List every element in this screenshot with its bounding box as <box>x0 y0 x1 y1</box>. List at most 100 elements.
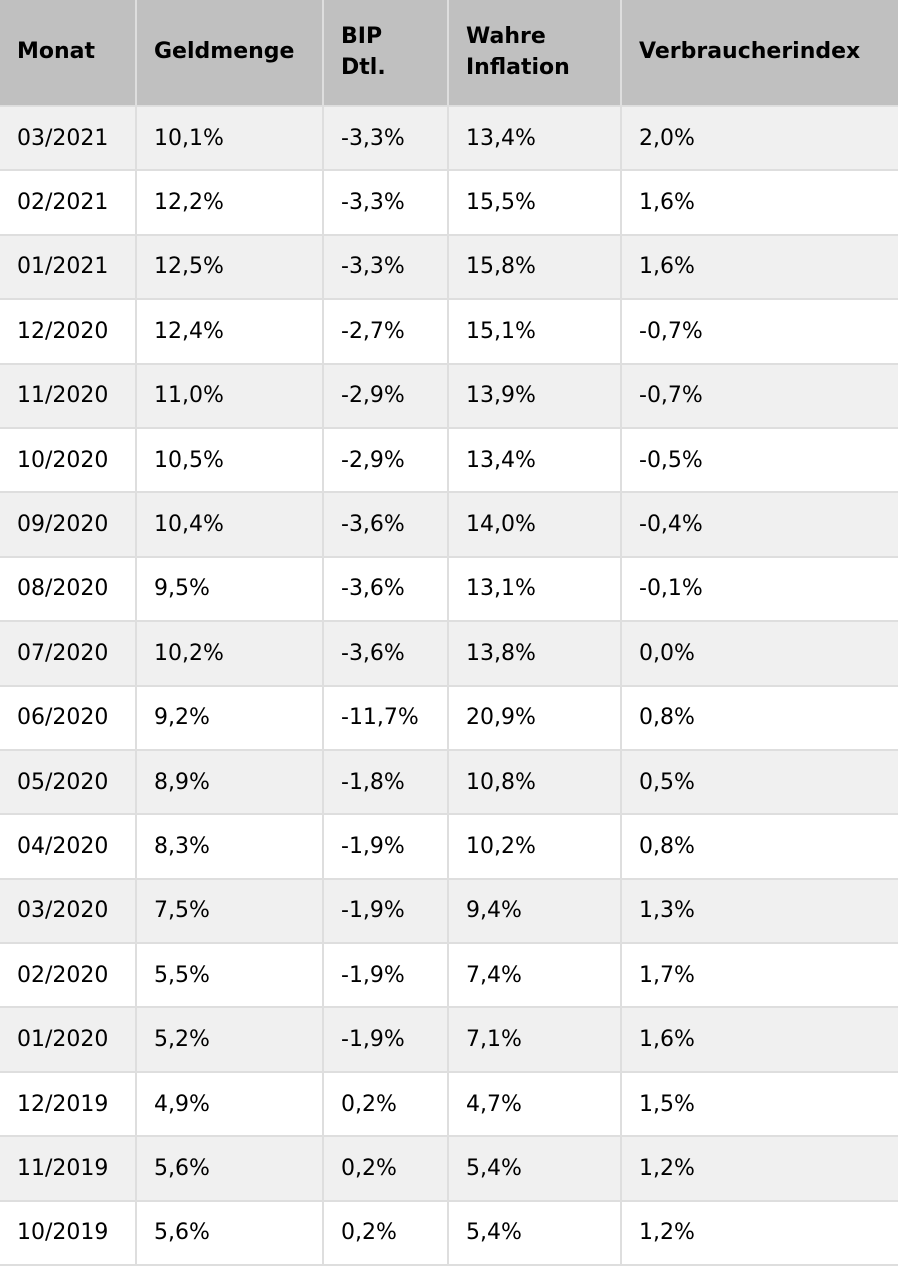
cell-bip-dtl: 0,2% <box>324 1072 449 1138</box>
table-row: 05/2020 8,9% -1,8% 10,8% 0,5% <box>0 750 898 816</box>
cell-verbraucherindex: 0,0% <box>622 622 898 687</box>
cell-geldmenge: 12,4% <box>137 300 324 365</box>
table-row: 11/2019 5,6% 0,2% 5,4% 1,2% <box>0 1137 898 1202</box>
cell-geldmenge: 10,5% <box>137 428 324 494</box>
cell-verbraucherindex: 1,6% <box>622 235 898 301</box>
cell-verbraucherindex: -0,1% <box>622 557 898 623</box>
cell-bip-dtl: -3,6% <box>324 493 449 558</box>
cell-monat: 12/2019 <box>0 1072 137 1138</box>
cell-wahre-inflation: 10,2% <box>449 815 622 880</box>
cell-bip-dtl: -1,9% <box>324 1008 449 1073</box>
cell-verbraucherindex: -0,4% <box>622 493 898 558</box>
cell-wahre-inflation: 10,8% <box>449 750 622 816</box>
cell-bip-dtl: 0,2% <box>324 1201 449 1266</box>
cell-wahre-inflation: 20,9% <box>449 686 622 751</box>
table-row: 10/2019 5,6% 0,2% 5,4% 1,2% <box>0 1201 898 1266</box>
cell-bip-dtl: -2,9% <box>324 364 449 429</box>
cell-geldmenge: 12,2% <box>137 171 324 236</box>
cell-monat: 01/2020 <box>0 1008 137 1073</box>
cell-wahre-inflation: 13,4% <box>449 428 622 494</box>
table-row: 12/2019 4,9% 0,2% 4,7% 1,5% <box>0 1072 898 1138</box>
cell-geldmenge: 10,2% <box>137 622 324 687</box>
cell-monat: 08/2020 <box>0 557 137 623</box>
cell-verbraucherindex: -0,7% <box>622 300 898 365</box>
cell-verbraucherindex: 1,6% <box>622 1008 898 1073</box>
cell-bip-dtl: -3,3% <box>324 171 449 236</box>
cell-bip-dtl: -1,9% <box>324 944 449 1009</box>
cell-bip-dtl: -1,9% <box>324 879 449 945</box>
cell-monat: 11/2020 <box>0 364 137 429</box>
cell-verbraucherindex: 1,2% <box>622 1201 898 1266</box>
cell-monat: 05/2020 <box>0 750 137 816</box>
cell-bip-dtl: -11,7% <box>324 686 449 751</box>
cell-monat: 03/2021 <box>0 107 137 172</box>
cell-geldmenge: 11,0% <box>137 364 324 429</box>
cell-wahre-inflation: 13,4% <box>449 107 622 172</box>
cell-bip-dtl: 0,2% <box>324 1137 449 1202</box>
cell-verbraucherindex: 1,2% <box>622 1137 898 1202</box>
cell-verbraucherindex: 0,8% <box>622 815 898 880</box>
table-row: 06/2020 9,2% -11,7% 20,9% 0,8% <box>0 686 898 751</box>
table-row: 02/2021 12,2% -3,3% 15,5% 1,6% <box>0 171 898 236</box>
cell-monat: 01/2021 <box>0 235 137 301</box>
cell-geldmenge: 12,5% <box>137 235 324 301</box>
cell-wahre-inflation: 7,4% <box>449 944 622 1009</box>
table-row: 02/2020 5,5% -1,9% 7,4% 1,7% <box>0 944 898 1009</box>
cell-wahre-inflation: 15,5% <box>449 171 622 236</box>
cell-monat: 09/2020 <box>0 493 137 558</box>
cell-geldmenge: 10,1% <box>137 107 324 172</box>
table-row: 03/2020 7,5% -1,9% 9,4% 1,3% <box>0 879 898 945</box>
table-row: 03/2021 10,1% -3,3% 13,4% 2,0% <box>0 107 898 172</box>
cell-monat: 07/2020 <box>0 622 137 687</box>
cell-verbraucherindex: 1,3% <box>622 879 898 945</box>
cell-wahre-inflation: 13,8% <box>449 622 622 687</box>
cell-geldmenge: 5,6% <box>137 1137 324 1202</box>
table-row: 12/2020 12,4% -2,7% 15,1% -0,7% <box>0 300 898 365</box>
cell-monat: 02/2021 <box>0 171 137 236</box>
cell-bip-dtl: -3,6% <box>324 622 449 687</box>
cell-wahre-inflation: 9,4% <box>449 879 622 945</box>
table-row: 10/2020 10,5% -2,9% 13,4% -0,5% <box>0 428 898 494</box>
cell-wahre-inflation: 7,1% <box>449 1008 622 1073</box>
cell-geldmenge: 7,5% <box>137 879 324 945</box>
table-row: 01/2020 5,2% -1,9% 7,1% 1,6% <box>0 1008 898 1073</box>
cell-verbraucherindex: -0,5% <box>622 428 898 494</box>
cell-bip-dtl: -3,6% <box>324 557 449 623</box>
cell-bip-dtl: -1,9% <box>324 815 449 880</box>
cell-wahre-inflation: 14,0% <box>449 493 622 558</box>
cell-monat: 04/2020 <box>0 815 137 880</box>
cell-monat: 03/2020 <box>0 879 137 945</box>
cell-monat: 02/2020 <box>0 944 137 1009</box>
cell-verbraucherindex: 1,5% <box>622 1072 898 1138</box>
cell-geldmenge: 5,5% <box>137 944 324 1009</box>
table-header-row: Monat Geldmenge BIP Dtl. Wahre Inflation Verbr… <box>0 0 898 107</box>
cell-bip-dtl: -1,8% <box>324 750 449 816</box>
cell-monat: 06/2020 <box>0 686 137 751</box>
cell-geldmenge: 8,3% <box>137 815 324 880</box>
cell-geldmenge: 5,2% <box>137 1008 324 1073</box>
column-header-wahre-inflation: Wahre Inflation <box>449 0 622 107</box>
column-header-bip-dtl: BIP Dtl. <box>324 0 449 107</box>
table-row: 07/2020 10,2% -3,6% 13,8% 0,0% <box>0 622 898 687</box>
cell-monat: 10/2019 <box>0 1201 137 1266</box>
cell-verbraucherindex: -0,7% <box>622 364 898 429</box>
table-body: 03/2021 10,1% -3,3% 13,4% 2,0% 02/2021 12,2% -3… <box>0 107 898 1266</box>
cell-wahre-inflation: 5,4% <box>449 1201 622 1266</box>
cell-geldmenge: 5,6% <box>137 1201 324 1266</box>
column-header-monat: Monat <box>0 0 137 107</box>
cell-monat: 10/2020 <box>0 428 137 494</box>
cell-verbraucherindex: 1,7% <box>622 944 898 1009</box>
cell-verbraucherindex: 0,5% <box>622 750 898 816</box>
cell-bip-dtl: -2,7% <box>324 300 449 365</box>
cell-wahre-inflation: 13,1% <box>449 557 622 623</box>
cell-verbraucherindex: 1,6% <box>622 171 898 236</box>
cell-geldmenge: 9,5% <box>137 557 324 623</box>
column-header-verbraucherindex: Verbraucherindex <box>622 0 898 107</box>
cell-bip-dtl: -3,3% <box>324 235 449 301</box>
cell-monat: 12/2020 <box>0 300 137 365</box>
cell-bip-dtl: -2,9% <box>324 428 449 494</box>
cell-wahre-inflation: 13,9% <box>449 364 622 429</box>
cell-geldmenge: 10,4% <box>137 493 324 558</box>
cell-geldmenge: 8,9% <box>137 750 324 816</box>
